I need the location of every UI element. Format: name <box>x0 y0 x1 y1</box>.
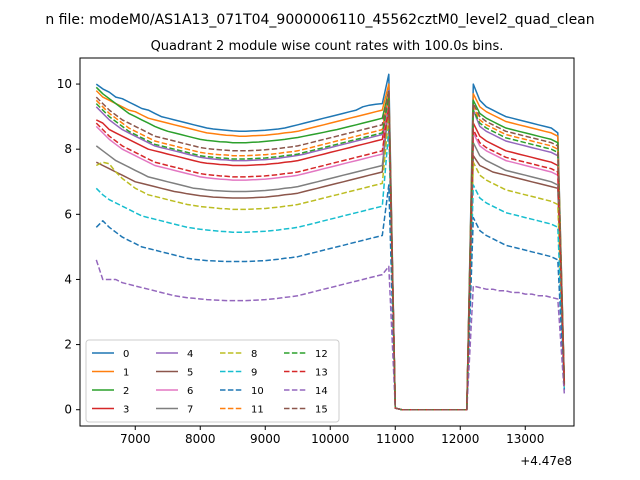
y-tick-label: 8 <box>64 142 72 156</box>
legend-label-2: 2 <box>123 386 129 397</box>
series-line-1 <box>95 83 566 411</box>
chart-title: Quadrant 2 module wise count rates with … <box>151 39 504 54</box>
series-line-5 <box>95 99 566 411</box>
series-line-12 <box>95 96 566 411</box>
series-line-2 <box>95 86 566 411</box>
series-line-9 <box>95 128 566 411</box>
y-tick-label: 0 <box>64 403 72 417</box>
series-line-15 <box>95 89 566 411</box>
plot-frame <box>79 57 575 427</box>
series-line-13 <box>95 106 566 411</box>
x-tick-label: 8000 <box>185 432 216 446</box>
x-tick-label: 11000 <box>376 432 414 446</box>
x-offset-label: +4.47e8 <box>520 454 572 468</box>
legend-label-4: 4 <box>187 349 193 360</box>
legend-label-13: 13 <box>315 368 328 379</box>
series-line-14 <box>95 259 566 411</box>
legend-label-3: 3 <box>123 405 129 416</box>
series-line-7 <box>95 106 566 411</box>
legend-label-11: 11 <box>251 405 264 416</box>
x-tick-label: 12000 <box>441 432 479 446</box>
legend-label-1: 1 <box>123 368 129 379</box>
x-axis: 7000 8000 9000 10000 11000 12000 13000 <box>120 426 544 446</box>
series-line-8 <box>95 115 566 411</box>
x-tick-label: 13000 <box>506 432 544 446</box>
y-tick-label: 4 <box>64 272 72 286</box>
y-axis: 0 2 4 6 8 10 <box>57 77 80 417</box>
x-tick-label: 7000 <box>120 432 151 446</box>
legend-label-10: 10 <box>251 386 264 397</box>
legend-box <box>85 339 340 423</box>
figure-suptitle: n file: modeM0/AS1A13_071T04_9000006110_… <box>45 12 594 28</box>
legend-label-12: 12 <box>315 349 328 360</box>
y-tick-label: 2 <box>64 338 72 352</box>
series-layer <box>95 73 566 411</box>
legend-label-8: 8 <box>251 349 257 360</box>
legend-label-0: 0 <box>123 349 129 360</box>
series-line-10 <box>95 184 566 411</box>
series-line-6 <box>95 99 566 411</box>
legend-label-7: 7 <box>187 405 193 416</box>
x-tick-label: 10000 <box>311 432 349 446</box>
y-tick-label: 6 <box>64 207 72 221</box>
legend-label-6: 6 <box>187 386 193 397</box>
legend-label-15: 15 <box>315 405 328 416</box>
y-tick-label: 10 <box>57 77 72 91</box>
legend-label-5: 5 <box>187 368 193 379</box>
series-line-4 <box>95 89 566 411</box>
legend-label-9: 9 <box>251 368 257 379</box>
series-line-3 <box>95 96 566 411</box>
series-line-0 <box>95 73 566 411</box>
x-tick-label: 9000 <box>250 432 281 446</box>
legend-label-14: 14 <box>315 386 328 397</box>
series-line-11 <box>95 93 566 411</box>
